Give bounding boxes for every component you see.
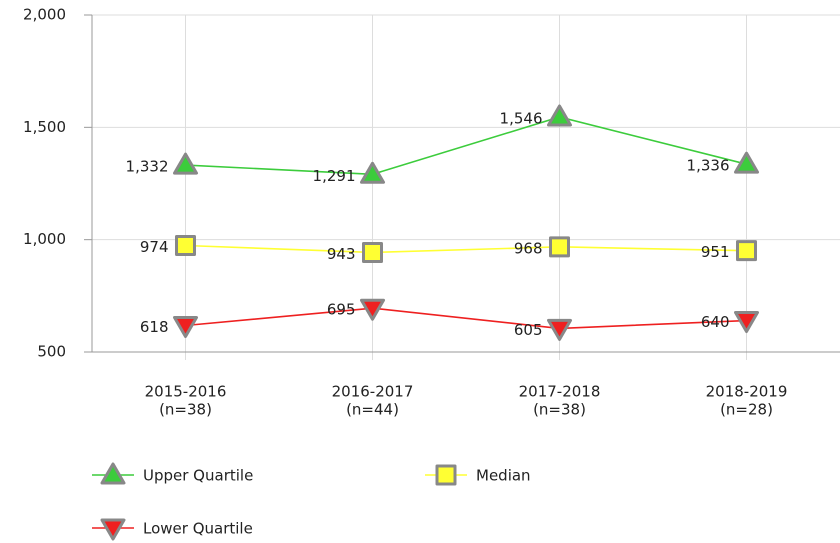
marker [173,152,198,175]
y-tick-label: 500 [37,343,66,361]
x-tick-label: (n=28) [720,401,773,419]
x-tick-label: (n=38) [159,401,212,419]
data-label: 618 [140,318,169,336]
legend-label: Median [476,467,531,485]
y-tick-label: 2,000 [23,6,66,24]
marker [549,236,570,258]
marker [360,298,385,321]
marker [547,318,572,341]
data-label: 1,332 [126,158,169,176]
data-label: 605 [514,321,543,339]
data-label: 943 [327,245,356,263]
y-tick-label: 1,500 [23,118,66,136]
x-tick-label: 2015-2016 [145,383,227,401]
data-label: 695 [327,301,356,319]
legend-label: Upper Quartile [143,467,253,485]
x-tick-label: 2016-2017 [332,383,414,401]
marker [360,161,385,184]
marker [100,462,126,485]
marker [547,104,572,127]
x-tick-label: (n=44) [346,401,399,419]
marker [736,240,757,262]
x-tick-label: (n=38) [533,401,586,419]
series-line [185,307,747,330]
data-label: 974 [140,238,169,256]
data-label: 1,291 [313,167,356,185]
marker [100,518,126,541]
data-label: 968 [514,239,543,257]
y-tick-label: 1,000 [23,230,66,248]
marker [734,151,759,174]
series-line [185,116,747,176]
marker [435,464,457,486]
x-tick-label: 2017-2018 [519,383,601,401]
marker [173,315,198,338]
data-label: 951 [701,243,730,261]
data-label: 1,546 [500,109,543,127]
data-label: 1,336 [687,157,730,175]
series-line [185,244,747,254]
legend-label: Lower Quartile [143,520,253,538]
marker [362,241,383,263]
x-tick-label: 2018-2019 [706,383,788,401]
data-label: 640 [701,313,730,331]
marker [175,235,196,257]
marker [734,311,759,334]
